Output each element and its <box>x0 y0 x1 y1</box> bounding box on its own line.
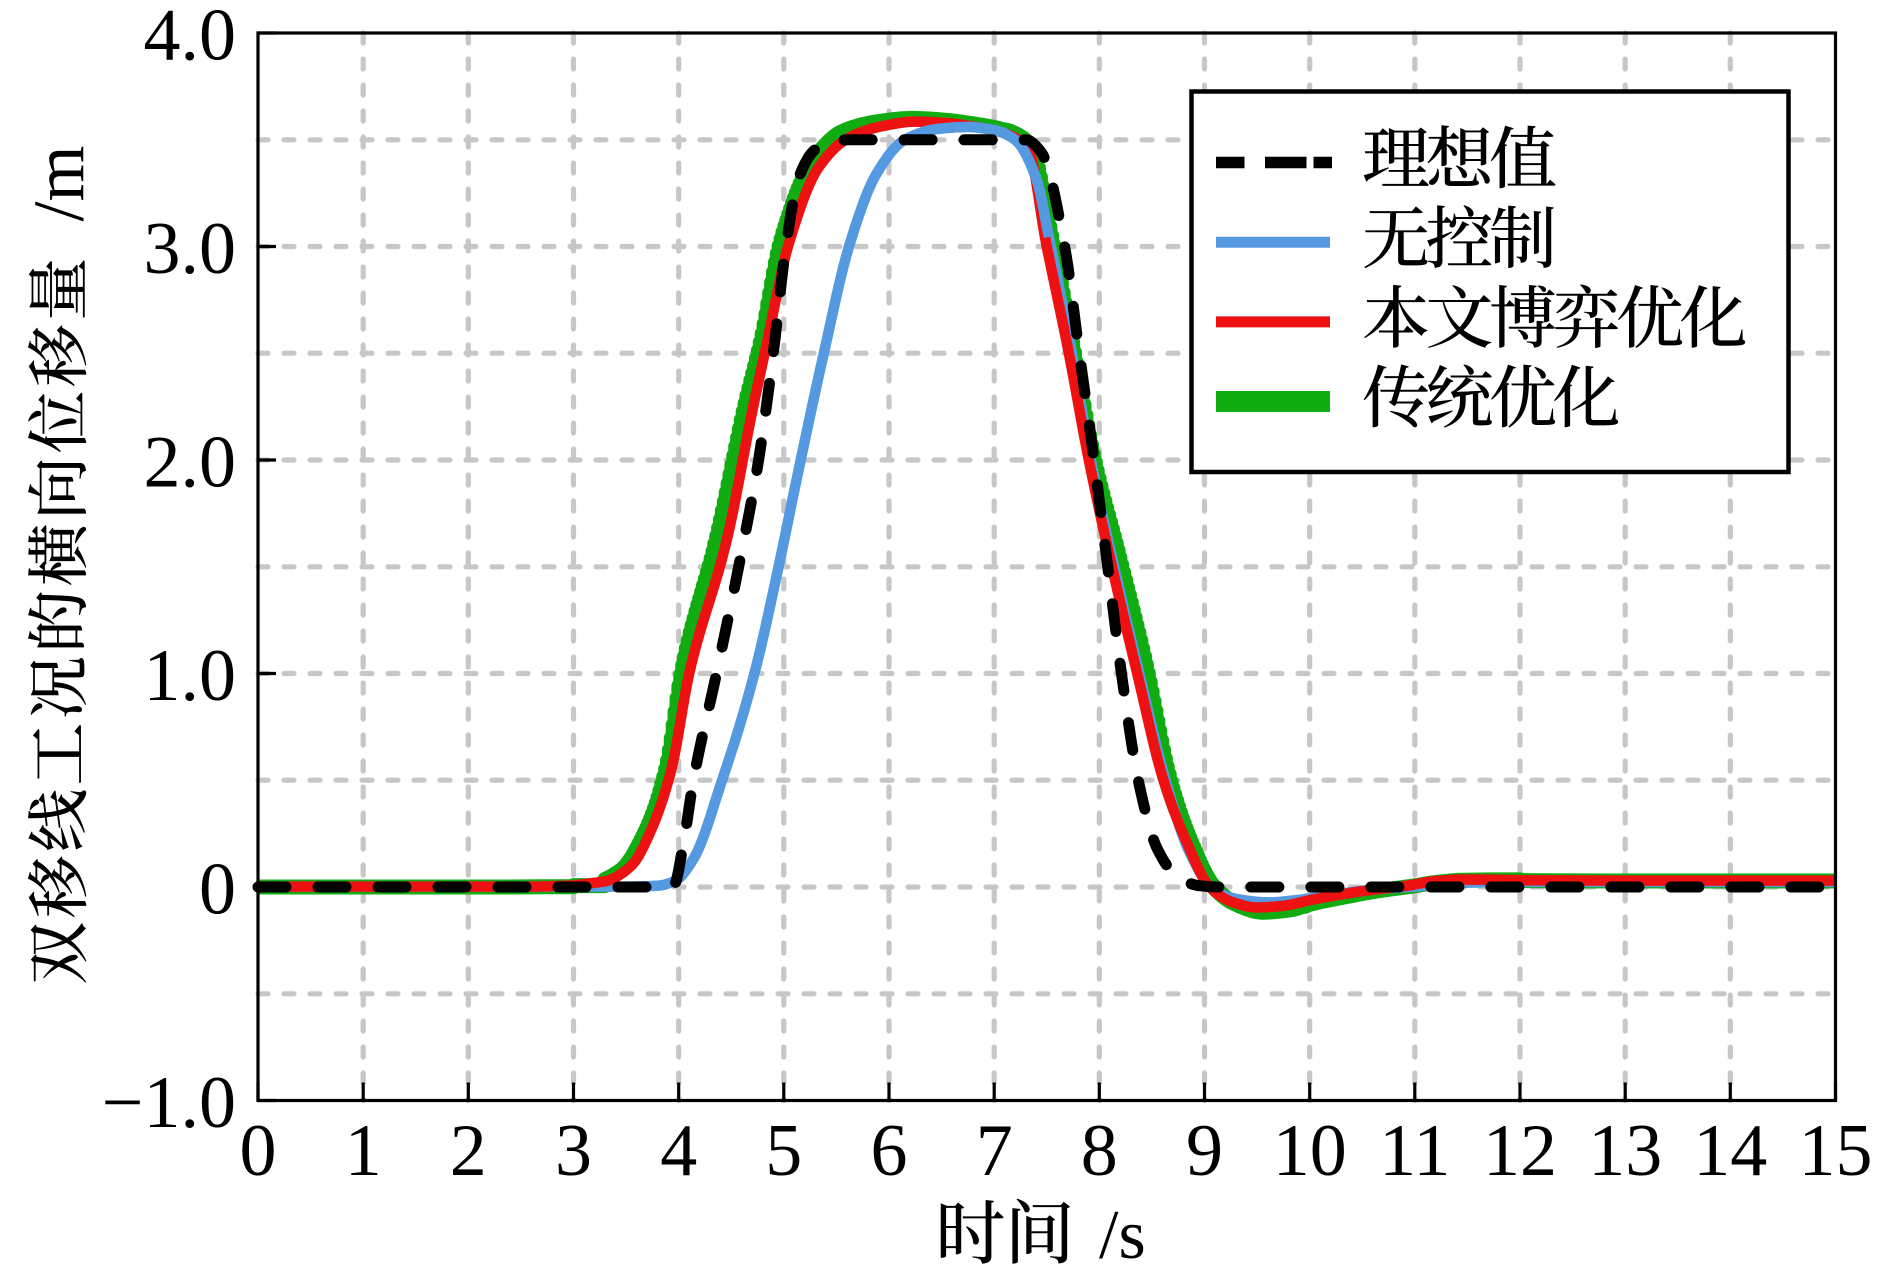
svg-text:7: 7 <box>976 1110 1013 1192</box>
svg-text:6: 6 <box>871 1110 908 1192</box>
svg-text:/m: /m <box>19 145 99 221</box>
svg-text:1.0: 1.0 <box>144 635 237 717</box>
svg-text:4.0: 4.0 <box>144 0 237 77</box>
svg-text:0: 0 <box>199 849 236 931</box>
svg-text:0: 0 <box>240 1110 277 1192</box>
svg-text:/s: /s <box>1099 1197 1146 1274</box>
svg-text:14: 14 <box>1693 1110 1767 1192</box>
svg-text:15: 15 <box>1799 1110 1873 1192</box>
svg-text:4: 4 <box>660 1110 697 1192</box>
svg-text:10: 10 <box>1273 1110 1347 1192</box>
svg-text:−1.0: −1.0 <box>102 1062 236 1144</box>
svg-text:5: 5 <box>765 1110 802 1192</box>
svg-text:3: 3 <box>555 1110 592 1192</box>
svg-text:8: 8 <box>1081 1110 1118 1192</box>
svg-text:12: 12 <box>1483 1110 1557 1192</box>
svg-text:3.0: 3.0 <box>144 208 237 290</box>
svg-text:11: 11 <box>1379 1110 1450 1192</box>
svg-text:2.0: 2.0 <box>144 422 237 504</box>
svg-text:13: 13 <box>1588 1110 1662 1192</box>
svg-text:2: 2 <box>450 1110 487 1192</box>
svg-text:1: 1 <box>345 1110 382 1192</box>
svg-text:9: 9 <box>1186 1110 1223 1192</box>
